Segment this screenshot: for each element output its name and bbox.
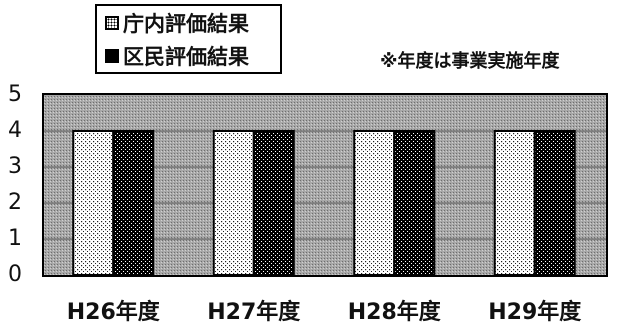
legend: 庁内評価結果 区民評価結果 xyxy=(95,4,282,74)
bars xyxy=(72,130,576,276)
legend-item-1: 区民評価結果 xyxy=(105,42,249,70)
bar-internal-1 xyxy=(212,130,255,276)
y-tick-label: 4 xyxy=(8,118,22,143)
y-tick-label: 1 xyxy=(8,226,22,251)
x-tick-label: H26年度 xyxy=(66,300,160,325)
x-tick-label: H27年度 xyxy=(207,300,301,325)
chart-note: ※年度は事業実施年度 xyxy=(380,51,560,72)
y-tick-label: 5 xyxy=(8,82,22,107)
x-tick-label: H29年度 xyxy=(488,300,582,325)
y-tick-label: 3 xyxy=(8,154,22,179)
bar-resident-0 xyxy=(112,130,155,276)
x-tick-label: H28年度 xyxy=(347,300,441,325)
y-tick-label: 2 xyxy=(8,190,22,215)
legend-label-1: 区民評価結果 xyxy=(123,45,249,69)
legend-item-0: 庁内評価結果 xyxy=(105,9,249,37)
bar-resident-2 xyxy=(393,130,436,276)
bar-resident-3 xyxy=(533,130,576,276)
legend-swatch-0 xyxy=(105,16,119,30)
y-tick-label: 0 xyxy=(8,262,22,287)
legend-label-0: 庁内評価結果 xyxy=(123,12,249,36)
bar-resident-1 xyxy=(252,130,295,276)
bar-internal-3 xyxy=(493,130,536,276)
bar-internal-2 xyxy=(353,130,396,276)
bar-internal-0 xyxy=(72,130,115,276)
legend-swatch-1 xyxy=(105,49,119,63)
